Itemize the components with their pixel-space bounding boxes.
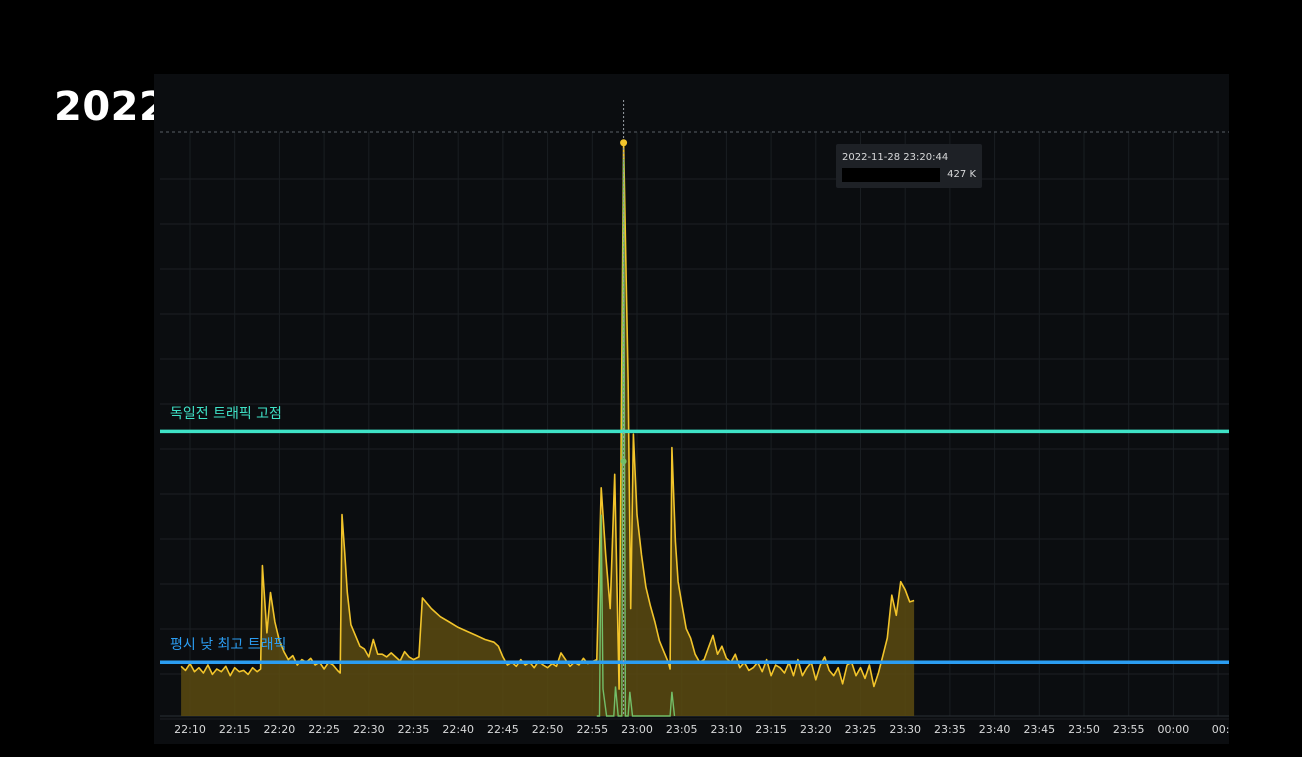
hover-tooltip: 2022-11-28 23:20:44 427 K xyxy=(836,144,982,188)
green-series xyxy=(596,158,676,717)
x-tick-label: 22:25 xyxy=(308,723,340,736)
x-tick-label: 23:45 xyxy=(1023,723,1055,736)
x-tick-label: 23:50 xyxy=(1068,723,1100,736)
hover-point xyxy=(620,139,628,147)
x-tick-label: 23:20 xyxy=(800,723,832,736)
tooltip-timestamp: 2022-11-28 23:20:44 xyxy=(842,152,949,163)
germany-peak-label: 독일전 트래픽 고점 xyxy=(170,406,282,423)
x-tick-label: 23:00 xyxy=(621,723,653,736)
chart-panel: 22:10 22:15 22:20 22:25 22:30 22:35 22:40 22:45… xyxy=(154,74,1229,744)
x-tick-label: 23:35 xyxy=(934,723,966,736)
normal-peak-label: 평시 낮 최고 트래픽 xyxy=(170,637,287,654)
x-tick-label: 22:50 xyxy=(532,723,564,736)
x-tick-label: 23:10 xyxy=(711,723,743,736)
x-tick-label: 22:20 xyxy=(264,723,296,736)
x-tick-label: 22:10 xyxy=(174,723,206,736)
green-line xyxy=(596,158,676,717)
reference-lines xyxy=(160,429,1229,665)
x-tick-label: 23:15 xyxy=(755,723,787,736)
x-tick-label: 22:45 xyxy=(487,723,519,736)
x-tick-label: 22:40 xyxy=(442,723,474,736)
x-tick-label: 23:40 xyxy=(979,723,1011,736)
x-tick-label: 22:55 xyxy=(576,723,608,736)
x-tick-label: 00:0 xyxy=(1212,723,1229,736)
x-tick-label: 23:30 xyxy=(889,723,921,736)
x-tick-label: 23:25 xyxy=(845,723,877,736)
hover-point-green xyxy=(620,458,627,465)
tooltip-series-swatch xyxy=(842,168,940,182)
x-tick-label: 00:00 xyxy=(1158,723,1190,736)
x-axis-ticks: 22:10 22:15 22:20 22:25 22:30 22:35 22:40 22:45… xyxy=(174,723,1229,736)
x-tick-label: 22:35 xyxy=(398,723,430,736)
x-tick-label: 22:30 xyxy=(353,723,385,736)
x-tick-label: 23:05 xyxy=(666,723,698,736)
x-tick-label: 22:15 xyxy=(219,723,251,736)
tooltip-value: 427 K xyxy=(947,169,976,180)
x-tick-label: 23:55 xyxy=(1113,723,1145,736)
hover-crosshair xyxy=(620,100,628,716)
grid xyxy=(160,131,1229,720)
traffic-chart: 22:10 22:15 22:20 22:25 22:30 22:35 22:40 22:45… xyxy=(160,100,1229,736)
